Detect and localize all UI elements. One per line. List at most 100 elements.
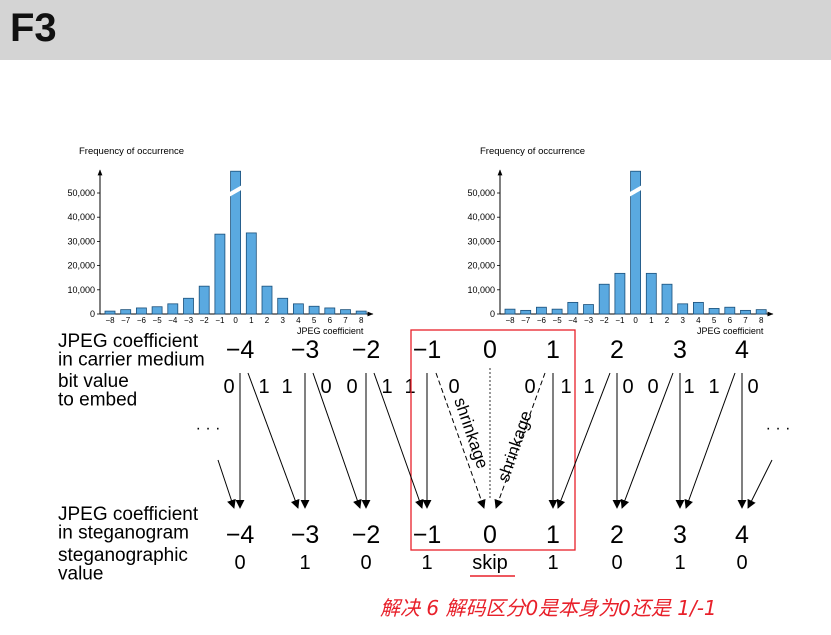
bit-value: 1 bbox=[258, 376, 269, 398]
x-tick-label: 4 bbox=[696, 316, 701, 325]
carrier-label-line-2: in carrier medium bbox=[58, 350, 205, 371]
y-tick-label: 10,000 bbox=[67, 285, 95, 295]
bit-value: 1 bbox=[708, 376, 719, 398]
axis-break-mark bbox=[627, 185, 644, 197]
arrow-diagonal bbox=[620, 372, 674, 509]
stego-value: 0 bbox=[483, 521, 497, 549]
stego-label-line-1: JPEG coefficient bbox=[58, 504, 199, 525]
carrier-value: −1 bbox=[413, 336, 442, 364]
x-tick-label: 2 bbox=[265, 316, 270, 325]
stego-value: −2 bbox=[352, 521, 381, 549]
x-tick-label: 7 bbox=[743, 316, 748, 325]
bit-value: 0 bbox=[647, 376, 658, 398]
arrow-diagonal bbox=[312, 372, 362, 509]
shrinkage-label-left: shrinkage bbox=[450, 395, 492, 471]
bit-value: 1 bbox=[381, 376, 392, 398]
x-tick-label: −2 bbox=[200, 316, 210, 325]
bar-3 bbox=[277, 297, 289, 315]
bar-−6 bbox=[135, 307, 147, 315]
shrinkage-label-right: shrinkage bbox=[494, 408, 536, 484]
bar-0 bbox=[230, 170, 242, 315]
bit-value: 0 bbox=[223, 376, 234, 398]
x-tick-label: −4 bbox=[568, 316, 578, 325]
bar-−2 bbox=[198, 285, 210, 315]
x-tick-label: 0 bbox=[233, 316, 238, 325]
arrow-diagonal bbox=[217, 459, 236, 509]
bar-−5 bbox=[151, 306, 163, 315]
x-tick-label: −3 bbox=[184, 316, 194, 325]
carrier-value: −2 bbox=[352, 336, 381, 364]
y-tick-label: 0 bbox=[90, 309, 95, 319]
stego-value: −3 bbox=[291, 521, 320, 549]
carrier-value: −3 bbox=[291, 336, 320, 364]
x-tick-label: 8 bbox=[359, 316, 364, 325]
bar-−7 bbox=[520, 309, 532, 315]
y-tick-label: 0 bbox=[490, 309, 495, 319]
stego-bit: 1 bbox=[674, 552, 685, 574]
handwritten-annotation: 解决 6 解码区分0是本身为0还是 1/-1 bbox=[380, 596, 717, 620]
stego-bit: 0 bbox=[360, 552, 371, 574]
x-tick-label: −4 bbox=[168, 316, 178, 325]
stegval-label-line-2: value bbox=[58, 564, 103, 585]
x-tick-label: −5 bbox=[153, 316, 163, 325]
bit-label-line-1: bit value bbox=[58, 371, 129, 392]
x-tick-label: 6 bbox=[728, 316, 733, 325]
bar-6 bbox=[324, 307, 336, 315]
bar-4 bbox=[292, 303, 304, 315]
bar-0 bbox=[630, 170, 641, 315]
x-axis-title: JPEG coefficient bbox=[297, 326, 364, 336]
bar-5 bbox=[708, 308, 720, 315]
stego-value: 2 bbox=[610, 521, 624, 549]
bar-5 bbox=[308, 305, 320, 315]
y-tick-label: 20,000 bbox=[467, 261, 495, 271]
x-tick-label: 1 bbox=[649, 316, 654, 325]
bar-6 bbox=[724, 306, 736, 315]
x-tick-label: −6 bbox=[537, 316, 547, 325]
x-tick-label: −7 bbox=[521, 316, 531, 325]
bar-−5 bbox=[551, 308, 563, 315]
arrow-diagonal bbox=[556, 372, 611, 509]
stego-value: 3 bbox=[673, 521, 687, 549]
stego-bit: 1 bbox=[299, 552, 310, 574]
bar-8 bbox=[355, 310, 367, 315]
x-tick-label: 1 bbox=[249, 316, 254, 325]
x-axis-title: JPEG coefficient bbox=[697, 326, 764, 336]
stego-bit: 1 bbox=[421, 552, 432, 574]
arrow-diagonal bbox=[247, 372, 300, 509]
bar-−6 bbox=[536, 306, 547, 315]
bar-−3 bbox=[583, 304, 594, 315]
slide-title: F3 bbox=[10, 6, 57, 50]
bit-value: 0 bbox=[448, 376, 459, 398]
y-tick-label: 20,000 bbox=[67, 261, 95, 271]
y-tick-label: 50,000 bbox=[467, 188, 495, 198]
title-bar: F3 bbox=[0, 0, 831, 60]
x-tick-label: 0 bbox=[633, 316, 638, 325]
carrier-value: 0 bbox=[483, 336, 497, 364]
bar-2 bbox=[261, 285, 273, 315]
bit-value: 0 bbox=[622, 376, 633, 398]
arrow-diagonal bbox=[684, 372, 736, 509]
bar-−4 bbox=[167, 303, 179, 315]
stego-value: −1 bbox=[413, 521, 442, 549]
bar-7 bbox=[340, 309, 351, 315]
y-tick-label: 30,000 bbox=[467, 236, 495, 246]
bit-value: 1 bbox=[404, 376, 415, 398]
x-tick-label: 7 bbox=[343, 316, 348, 325]
bar-3 bbox=[677, 303, 689, 315]
stego-value: 4 bbox=[735, 521, 749, 549]
x-tick-label: 5 bbox=[712, 316, 717, 325]
bit-value: 1 bbox=[281, 376, 292, 398]
x-tick-label: −5 bbox=[553, 316, 563, 325]
bar-−4 bbox=[567, 301, 579, 315]
bar-4 bbox=[693, 301, 704, 315]
stego-value: −4 bbox=[226, 521, 255, 549]
stegval-label-line-1: steganographic bbox=[58, 545, 188, 566]
axis-break-mark bbox=[227, 185, 244, 197]
bar-1 bbox=[645, 272, 657, 315]
x-tick-label: 2 bbox=[665, 316, 670, 325]
x-tick-label: −8 bbox=[105, 316, 115, 325]
carrier-value: −4 bbox=[226, 336, 255, 364]
bit-value: 0 bbox=[320, 376, 331, 398]
bar-−2 bbox=[598, 283, 610, 315]
